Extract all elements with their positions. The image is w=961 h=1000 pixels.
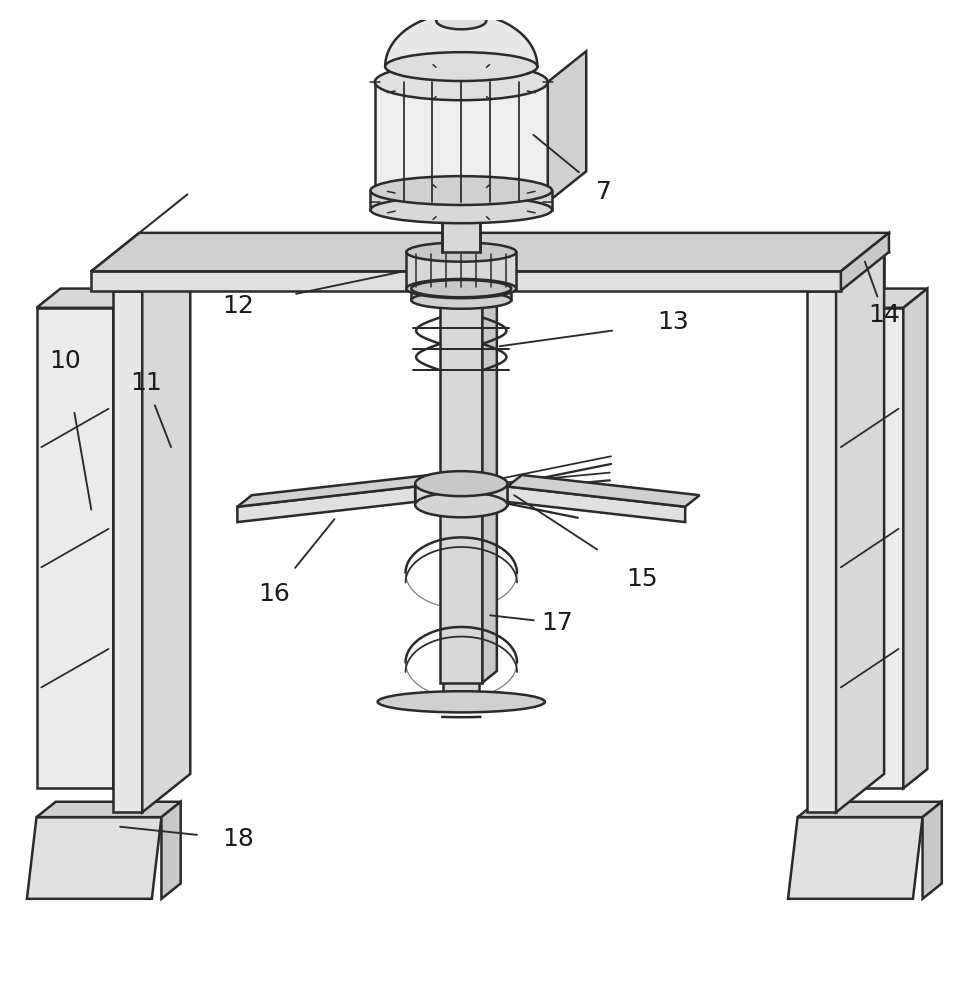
Text: 10: 10 (49, 349, 82, 373)
Ellipse shape (371, 176, 552, 205)
Polygon shape (91, 271, 841, 291)
Ellipse shape (436, 12, 486, 29)
Text: 14: 14 (868, 303, 900, 327)
Text: 15: 15 (627, 567, 657, 591)
Text: 17: 17 (541, 611, 574, 635)
Text: 13: 13 (656, 310, 689, 334)
Polygon shape (237, 487, 415, 522)
Polygon shape (841, 233, 889, 291)
Polygon shape (798, 802, 942, 817)
Polygon shape (415, 484, 507, 505)
Polygon shape (371, 191, 553, 210)
Text: 18: 18 (222, 827, 255, 851)
Polygon shape (836, 289, 927, 308)
Text: 7: 7 (596, 180, 611, 204)
Ellipse shape (411, 280, 511, 297)
Polygon shape (507, 487, 685, 522)
Polygon shape (548, 51, 586, 202)
Ellipse shape (415, 492, 507, 517)
Ellipse shape (375, 187, 548, 217)
Polygon shape (440, 271, 482, 683)
Text: 11: 11 (130, 371, 162, 395)
Polygon shape (407, 252, 516, 289)
Polygon shape (442, 202, 480, 252)
Polygon shape (836, 308, 903, 788)
Polygon shape (113, 289, 137, 788)
Ellipse shape (385, 52, 537, 81)
Ellipse shape (375, 64, 548, 100)
Polygon shape (923, 802, 942, 899)
Text: 12: 12 (222, 294, 255, 318)
Polygon shape (37, 802, 181, 817)
Polygon shape (807, 291, 836, 812)
Text: 16: 16 (258, 582, 290, 606)
Ellipse shape (371, 196, 552, 223)
Polygon shape (903, 289, 927, 788)
Ellipse shape (407, 242, 516, 262)
Polygon shape (836, 252, 884, 812)
Polygon shape (142, 252, 190, 812)
Polygon shape (411, 289, 511, 300)
Polygon shape (788, 817, 923, 899)
Ellipse shape (415, 471, 507, 496)
Polygon shape (507, 475, 700, 507)
Polygon shape (482, 260, 497, 683)
Polygon shape (443, 505, 480, 702)
Polygon shape (237, 475, 430, 507)
Ellipse shape (378, 691, 545, 712)
Polygon shape (27, 817, 161, 899)
Polygon shape (161, 802, 181, 899)
Polygon shape (91, 233, 889, 271)
Polygon shape (37, 308, 113, 788)
Ellipse shape (407, 279, 516, 298)
Ellipse shape (411, 291, 511, 309)
Polygon shape (113, 291, 142, 812)
Polygon shape (375, 82, 548, 202)
Polygon shape (385, 13, 537, 67)
Polygon shape (37, 289, 137, 308)
